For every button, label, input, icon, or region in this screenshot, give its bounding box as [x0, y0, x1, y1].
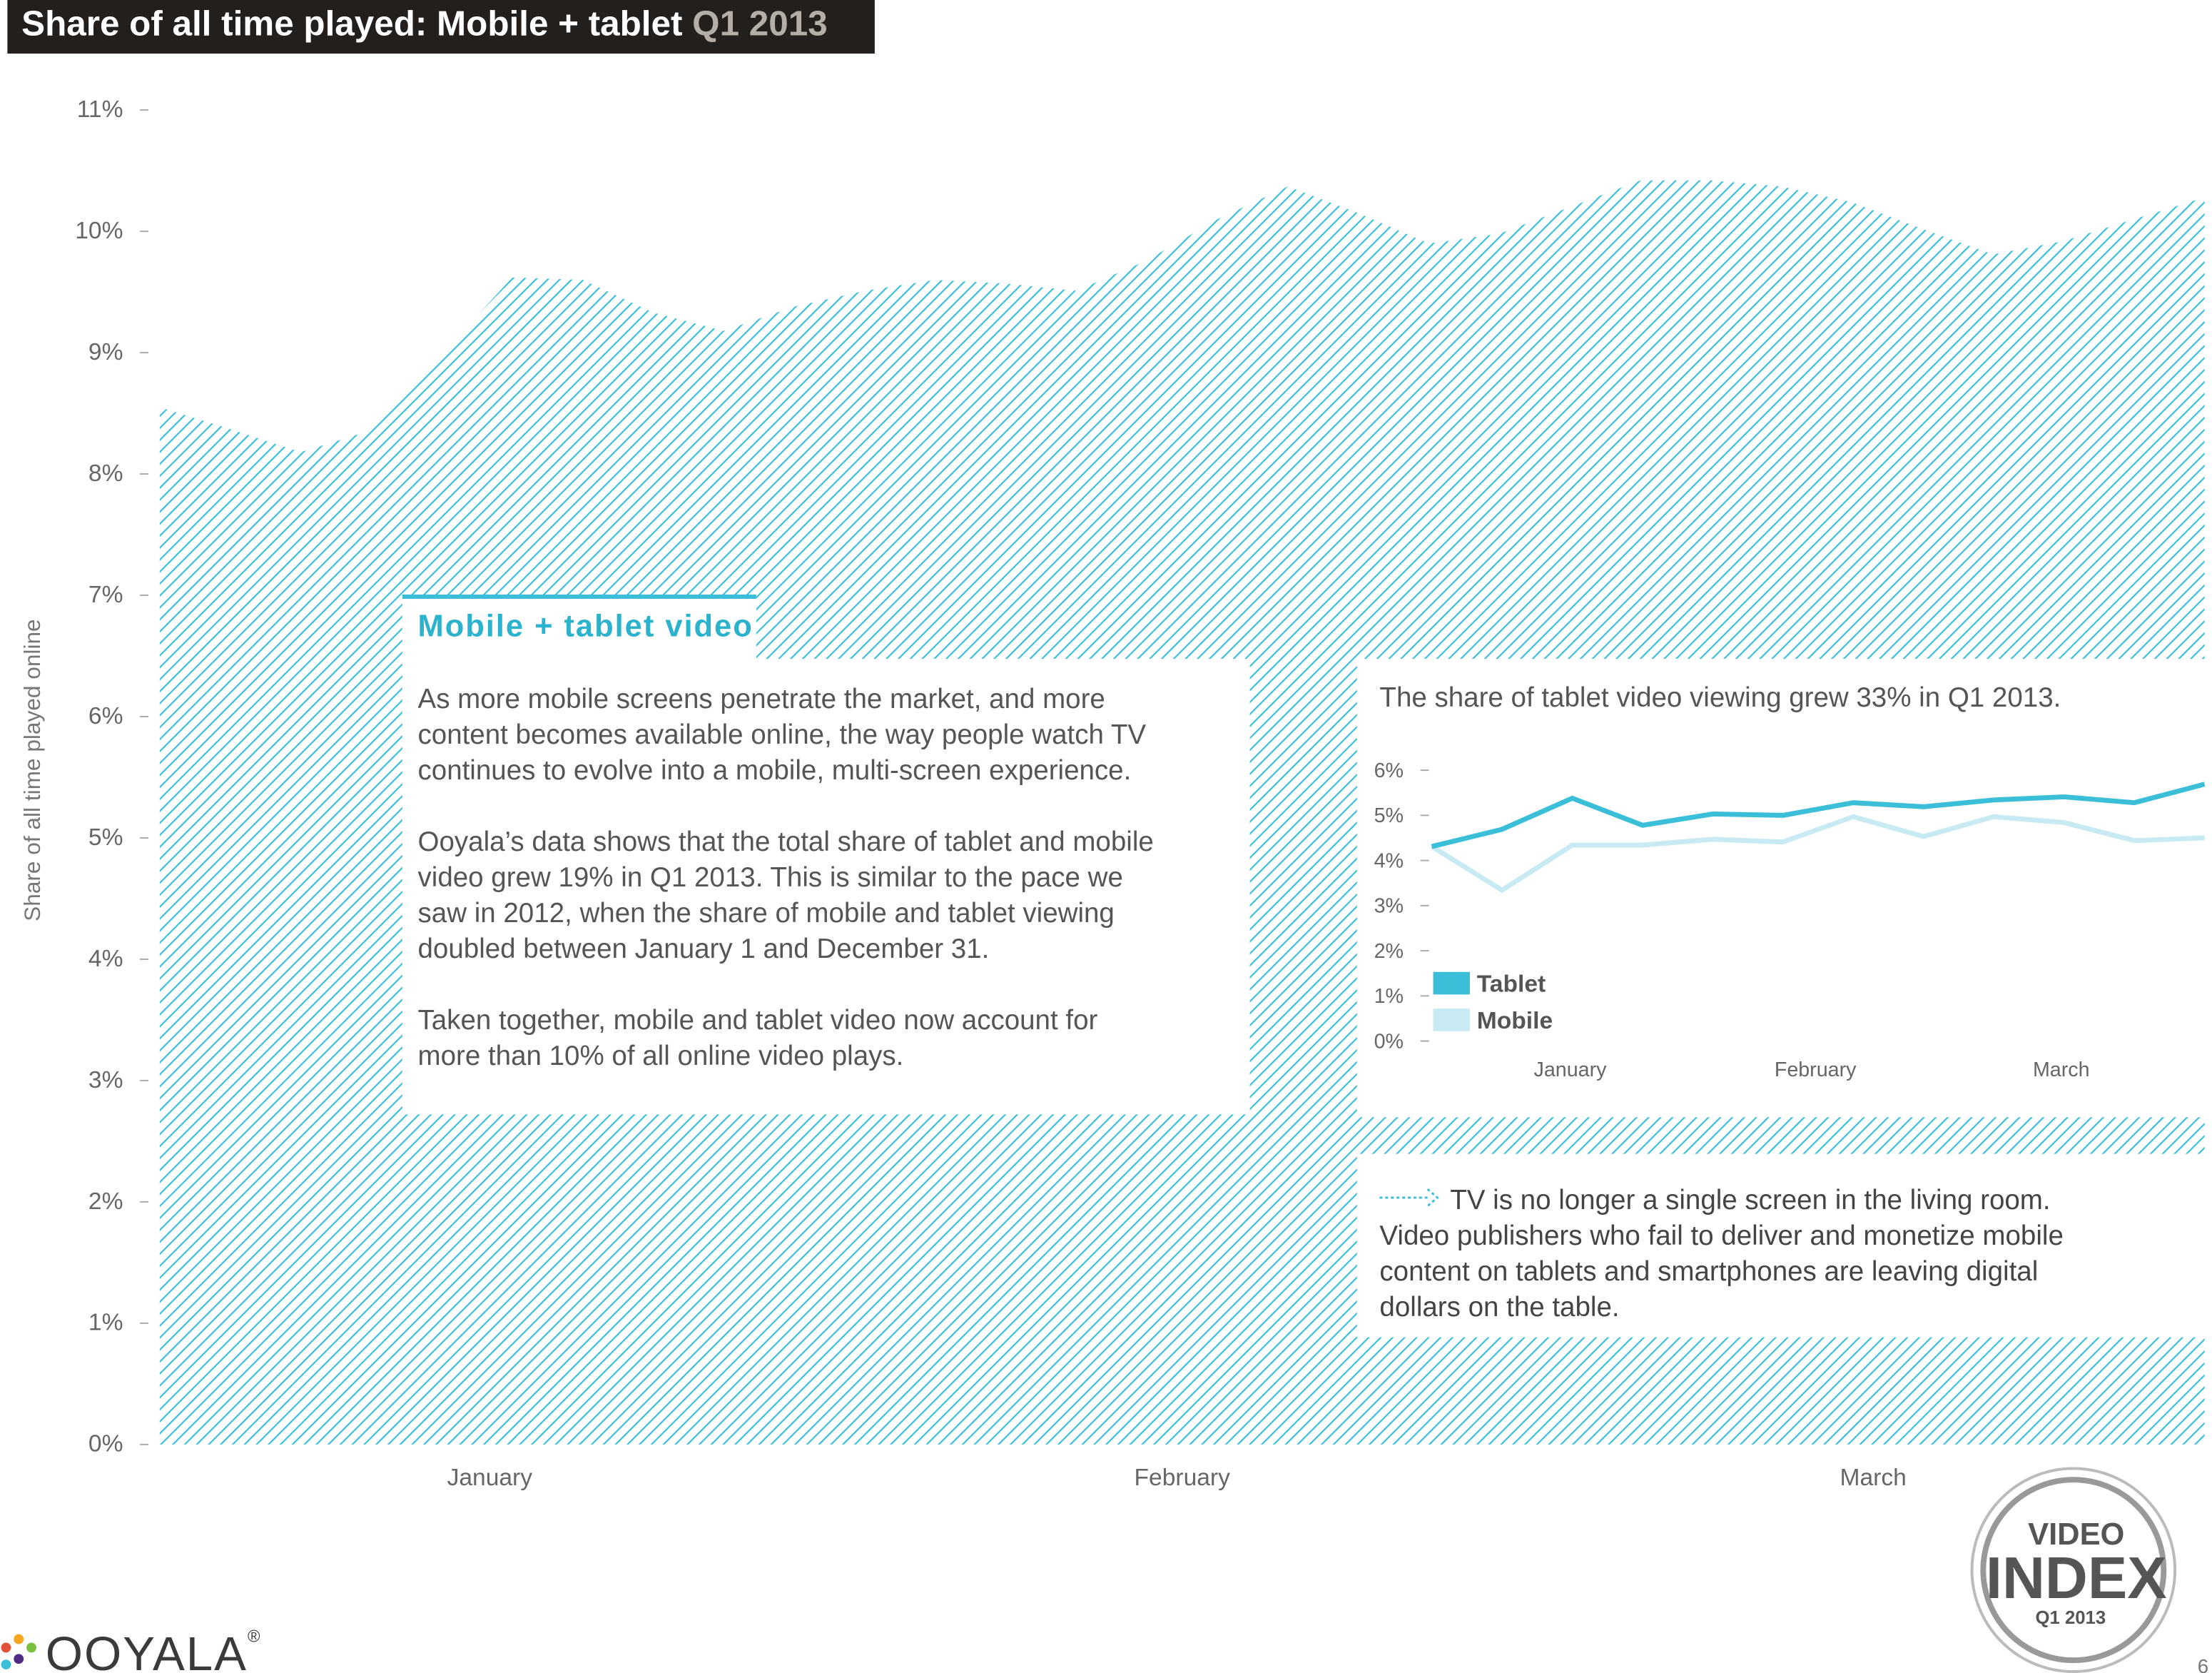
callout-line: video grew 19% in Q1 2013. This is simil… [418, 862, 1123, 893]
callout-line: Ooyala’s data shows that the total share… [418, 827, 1154, 857]
legend-label: Mobile [1477, 1008, 1553, 1034]
callout-line: continues to evolve into a mobile, multi… [418, 755, 1132, 786]
legend-swatch [1433, 971, 1470, 995]
series-line [1431, 782, 2206, 849]
logo-dot [14, 1634, 24, 1644]
callout-box [402, 658, 1250, 1115]
y-tick-label: 2% [1374, 940, 1404, 963]
logo-dot [1, 1659, 11, 1670]
inset-box [1356, 658, 2212, 1118]
badge-bottom: Q1 2013 [2036, 1608, 2106, 1628]
note-arrow-head [1426, 1188, 1439, 1207]
y-tick-label: 4% [88, 946, 123, 972]
badge-ring [1970, 1467, 2177, 1673]
logo-dot [14, 1654, 24, 1664]
callout-line: Taken together, mobile and tablet video … [418, 1005, 1098, 1036]
x-tick-label: March [1840, 1465, 1907, 1491]
badge-top: VIDEO [2028, 1517, 2124, 1552]
header-period: Q1 2013 [692, 4, 827, 43]
callout-line: As more mobile screens penetrate the mar… [418, 684, 1105, 714]
y-tick-label: 2% [88, 1188, 123, 1215]
y-tick-label: 6% [1374, 759, 1404, 782]
logo-name: OOYALA [46, 1627, 248, 1673]
y-tick-label: 10% [75, 218, 123, 244]
note-line: TV is no longer a single screen in the l… [1450, 1185, 2050, 1215]
legend-swatch [1433, 1009, 1470, 1031]
note-line: dollars on the table. [1379, 1292, 1619, 1323]
y-tick-label: 5% [1374, 804, 1404, 827]
y-tick-label: 3% [88, 1067, 123, 1093]
callout-line: more than 10% of all online video plays. [418, 1041, 904, 1071]
page-number: 6 [2198, 1655, 2208, 1673]
inset-chart: The share of tablet video viewing grew 3… [1374, 682, 2206, 1081]
header-title: Share of all time played: Mobile + table… [21, 4, 828, 43]
x-tick-label: January [1534, 1058, 1608, 1081]
logo-dot [26, 1642, 36, 1653]
x-tick-label: February [1135, 1465, 1231, 1491]
y-tick-label: 9% [88, 339, 123, 365]
y-tick-label: 8% [88, 460, 123, 487]
y-tick-label: 5% [88, 824, 123, 851]
inset-title: The share of tablet video viewing grew 3… [1379, 682, 2061, 713]
callout-line: content becomes available online, the wa… [418, 719, 1147, 750]
logo-dot [1, 1642, 11, 1653]
callout-line: saw in 2012, when the share of mobile an… [418, 898, 1115, 929]
badge: VIDEO INDEX Q1 2013 [1970, 1467, 2177, 1673]
y-axis-label: Share of all time played online [19, 619, 45, 921]
callout-tab [402, 597, 756, 660]
y-tick-label: 1% [1374, 985, 1404, 1008]
x-tick-label: January [447, 1465, 533, 1491]
y-tick-label: 4% [1374, 849, 1404, 872]
y-tick-label: 1% [88, 1310, 123, 1336]
y-tick-label: 3% [1374, 895, 1404, 918]
note: TV is no longer a single screen in the l… [1379, 1185, 2063, 1323]
header-title-text: Share of all time played: Mobile + table… [21, 4, 682, 43]
callout-title: Mobile + tablet video [418, 609, 754, 643]
y-tick-label: 0% [88, 1431, 123, 1457]
y-tick-label: 7% [88, 582, 123, 608]
x-tick-label: March [2033, 1058, 2090, 1081]
note-box [1356, 1153, 2212, 1338]
badge-ring [1980, 1477, 2167, 1664]
note-line: content on tablets and smartphones are l… [1379, 1256, 2038, 1287]
x-tick-label: February [1775, 1058, 1857, 1081]
y-tick-label: 6% [88, 703, 123, 729]
badge-middle: INDEX [1986, 1545, 2167, 1611]
logo: OOYALA® [1, 1627, 262, 1673]
y-tick-label: 0% [1374, 1030, 1404, 1053]
logo-text: OOYALA® [46, 1627, 262, 1673]
logo-mark: ® [248, 1628, 261, 1647]
header-bar [7, 0, 875, 54]
series-line [1430, 814, 2205, 894]
y-tick-label: 11% [77, 96, 123, 123]
legend-label: Tablet [1477, 971, 1546, 997]
callout-line: doubled between January 1 and December 3… [418, 934, 990, 964]
callout-body: As more mobile screens penetrate the mar… [418, 684, 1154, 1071]
note-line: Video publishers who fail to deliver and… [1379, 1220, 2063, 1251]
